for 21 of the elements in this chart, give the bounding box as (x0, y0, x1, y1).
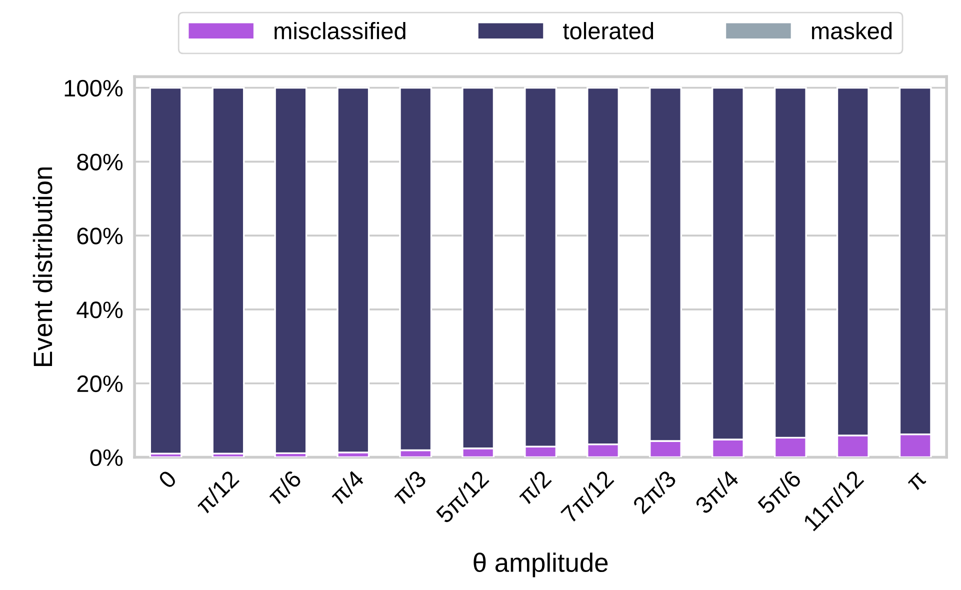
x-tick-label: π/3 (390, 469, 428, 506)
legend-label: masked (812, 22, 892, 40)
bar (336, 86, 370, 454)
y-tick-label: 100% (64, 80, 123, 97)
x-tick-label: π (908, 472, 927, 492)
y-tick-label: 60% (77, 228, 123, 244)
y-tick-label: 0% (90, 449, 123, 466)
x-tick-label: π/6 (266, 469, 302, 506)
y-tick-label: 20% (77, 375, 123, 392)
bar (212, 86, 245, 454)
legend-label: misclassified (274, 22, 406, 40)
y-axis-title: Event distribution (32, 167, 52, 366)
bar (149, 86, 182, 454)
x-axis-title: θ amplitude (474, 552, 608, 578)
y-tick-label: 40% (76, 302, 123, 318)
legend-label: tolerated (563, 22, 654, 40)
x-tick-label: 0 (158, 469, 178, 490)
x-tick-label: π/4 (328, 468, 365, 506)
bar (274, 86, 308, 454)
y-tick-label: 80% (77, 154, 123, 170)
x-tick-label: π/2 (516, 469, 552, 506)
